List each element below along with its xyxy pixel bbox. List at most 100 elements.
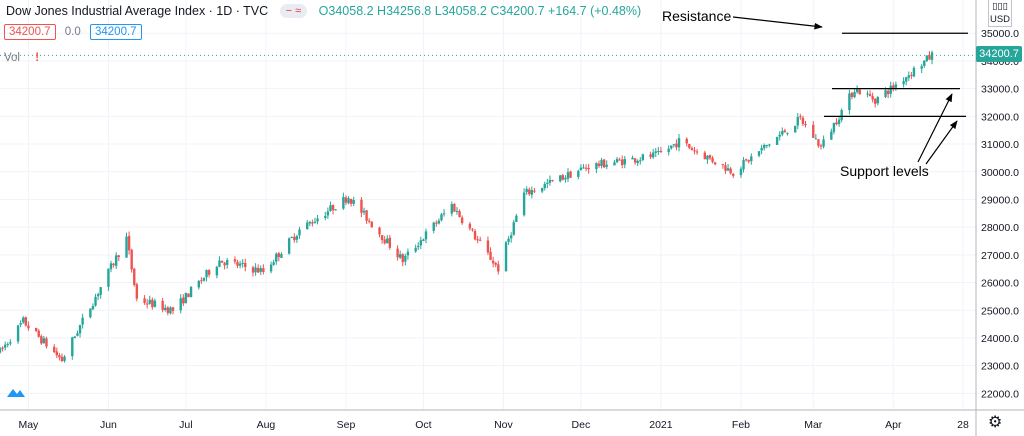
candle [107,268,110,291]
candle [1,346,4,352]
candle-body [732,173,735,176]
candle [566,168,570,183]
candle [182,294,185,307]
candle [316,215,319,225]
candle-body [76,333,79,336]
candle-body [326,211,330,216]
candle [889,81,892,98]
candle [179,294,182,314]
volume-indicator-legend[interactable]: Vol ! [4,52,39,64]
candle [406,248,410,260]
currency-label[interactable]: ▯▯▯ USD [988,0,1012,27]
candle [685,137,688,147]
candle [78,324,82,338]
candle [886,88,890,99]
candle [907,71,910,81]
candle [342,192,345,210]
candle-body [473,230,477,240]
candle [649,151,652,160]
volume-warning-icon[interactable]: ! [35,52,40,64]
candle [786,132,789,136]
symbol-title[interactable]: Dow Jones Industrial Average Index · 1D … [6,4,269,18]
candle-body [522,192,526,216]
candle-body [765,144,768,146]
candle-body [793,125,797,133]
candle-body [27,325,30,329]
candle [912,66,916,78]
bid-price-badge[interactable]: 34200.7 [4,24,56,40]
candle-body [365,210,368,221]
candle [799,113,802,120]
candle [6,342,9,348]
candle-body [850,92,854,98]
candle [688,143,691,150]
candle [577,169,580,180]
candle [63,355,66,363]
candle [923,60,926,68]
y-tick-label: 27000.0 [981,250,1019,262]
candle-body [275,253,278,262]
candle [564,175,567,183]
candle-body [468,223,472,229]
candle [277,251,281,262]
gear-icon[interactable]: ⚙ [988,414,1003,431]
candle-body [739,168,743,176]
candle [254,263,257,276]
candle [486,236,490,256]
candle-body [837,119,841,125]
candle-body [89,308,92,318]
candle-body [133,268,136,285]
candle [819,143,823,150]
candle-body [349,198,353,204]
candle-body [370,221,373,228]
candle [58,352,61,361]
candle-body [688,144,691,148]
candle-body [489,251,492,260]
candle [765,144,768,149]
candle [324,211,327,221]
candle [641,153,645,162]
candle [724,162,727,174]
candle [848,89,851,115]
candle-body [546,182,549,184]
candle-body [799,116,802,118]
tradingview-logo[interactable] [6,384,26,400]
candle-body [311,222,314,224]
candle [925,55,929,63]
candle-body [812,124,815,138]
candle-body [396,248,399,258]
candle [837,115,841,127]
candle [189,286,193,298]
candle-body [925,55,929,61]
candle-body [437,220,441,224]
support-annotation: Support levels [840,163,929,179]
candle-body [830,131,833,140]
candle [91,303,95,311]
ask-price-badge[interactable]: 34200.7 [89,24,142,40]
candle-body [16,325,20,342]
candle-body [460,217,464,224]
candle [450,201,454,217]
legend-toggle-button[interactable]: − ≈ [279,4,308,18]
candle-body [677,138,681,148]
candle-body [649,154,652,158]
candle-body [236,261,239,266]
candle-body [22,317,25,323]
candle [313,217,317,224]
candle-body [848,93,851,111]
candle [708,154,712,161]
candle-body [703,152,707,160]
candle [386,235,389,244]
candle-body [497,264,500,272]
candle-body [58,355,61,358]
candle-body [930,52,934,60]
candle-body [726,168,730,171]
support-arrow-upper [917,93,953,163]
candle-body [602,159,606,168]
candle-body [886,90,890,95]
candle-body [344,197,348,203]
candle [171,306,175,315]
candle-body [360,199,363,213]
candle [928,51,931,61]
